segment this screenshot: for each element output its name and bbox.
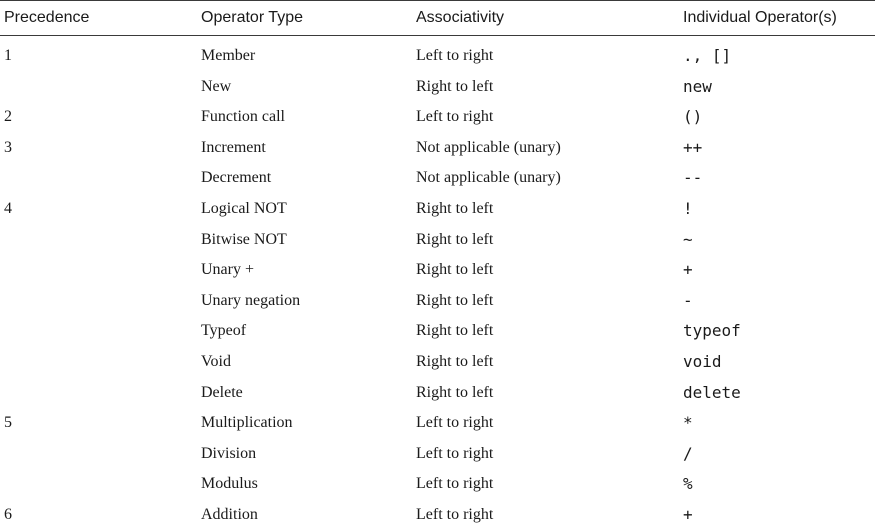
associativity-cell: Right to left (416, 261, 494, 279)
precedence-cell: 2 (4, 108, 12, 126)
operators-cell: ! (683, 198, 693, 218)
operator-type-cell: Modulus (201, 475, 258, 493)
table-row: 1 Member Left to right ., [] (0, 41, 875, 72)
associativity-cell: Right to left (416, 199, 494, 217)
associativity-cell: Left to right (416, 505, 494, 523)
table-row: Typeof Right to left typeof (0, 316, 875, 347)
header-operator-type: Operator Type (201, 9, 303, 26)
associativity-cell: Right to left (416, 77, 494, 95)
table-row: Void Right to left void (0, 347, 875, 378)
table-row: Division Left to right / (0, 439, 875, 470)
associativity-cell: Left to right (416, 414, 494, 432)
operator-type-cell: Increment (201, 138, 266, 156)
associativity-cell: Left to right (416, 444, 494, 462)
header-individual-operators: Individual Operator(s) (683, 9, 837, 26)
table-row: New Right to left new (0, 72, 875, 103)
operator-type-cell: Decrement (201, 169, 272, 187)
table-row: Decrement Not applicable (unary) -- (0, 163, 875, 194)
associativity-cell: Not applicable (unary) (416, 169, 561, 187)
operators-cell: typeof (683, 321, 741, 341)
operators-cell: void (683, 351, 722, 371)
operators-cell: + (683, 260, 693, 280)
table-row: Unary negation Right to left - (0, 286, 875, 317)
associativity-cell: Left to right (416, 47, 494, 64)
table-row: Delete Right to left delete (0, 378, 875, 409)
operators-cell: -- (683, 168, 703, 188)
associativity-cell: Left to right (416, 108, 494, 126)
operator-type-cell: Bitwise NOT (201, 230, 287, 248)
operator-type-cell: Unary + (201, 261, 255, 279)
table-row: Unary + Right to left + (0, 255, 875, 286)
table-header-row: Precedence Operator Type Associativity I… (0, 0, 875, 36)
operators-cell: new (683, 76, 712, 96)
operator-type-cell: Unary negation (201, 291, 301, 309)
precedence-cell: 3 (4, 138, 12, 156)
operators-cell: * (683, 413, 693, 433)
operators-cell: + (683, 504, 693, 524)
table-row: Bitwise NOT Right to left ~ (0, 225, 875, 256)
precedence-cell: 6 (4, 505, 12, 523)
operator-type-cell: Delete (201, 383, 243, 401)
operators-cell: () (683, 107, 703, 127)
header-precedence: Precedence (4, 9, 90, 26)
operator-type-cell: Void (201, 352, 231, 370)
precedence-cell: 4 (4, 199, 12, 217)
table-row: 4 Logical NOT Right to left! (0, 194, 875, 225)
operators-cell: % (683, 474, 693, 494)
associativity-cell: Right to left (416, 383, 494, 401)
operators-cell: - (683, 290, 693, 310)
table-row: 2 Function call Left to right () (0, 102, 875, 133)
operators-cell: delete (683, 382, 741, 402)
associativity-cell: Left to right (416, 475, 494, 493)
precedence-cell: 5 (4, 414, 12, 432)
table-row: 6 Addition Left to right + (0, 500, 875, 531)
operator-type-cell: New (201, 77, 232, 95)
table-row: Modulus Left to right% (0, 469, 875, 500)
associativity-cell: Right to left (416, 230, 494, 248)
associativity-cell: Right to left (416, 322, 494, 340)
table-row: 3 Increment Not applicable (unary) ++ (0, 133, 875, 164)
operator-type-cell: Division (201, 444, 257, 462)
associativity-cell: Right to left (416, 291, 494, 309)
operator-type-cell: Function call (201, 108, 285, 126)
associativity-cell: Right to left (416, 352, 494, 370)
precedence-cell: 1 (4, 47, 12, 64)
header-associativity: Associativity (416, 9, 505, 26)
operator-type-cell: Logical NOT (201, 199, 287, 217)
operator-type-cell: Multiplication (201, 414, 293, 432)
operators-cell: ., [] (683, 46, 732, 65)
table-body: 1 Member Left to right ., [] New Right to lef… (0, 36, 875, 531)
table-row: 5 Multiplication Left to right * (0, 408, 875, 439)
operator-type-cell: Typeof (201, 322, 247, 340)
operator-type-cell: Member (201, 47, 256, 64)
operators-cell: / (683, 443, 693, 463)
operator-type-cell: Addition (201, 505, 258, 523)
operators-cell: ++ (683, 137, 703, 157)
associativity-cell: Not applicable (unary) (416, 138, 561, 156)
operators-cell: ~ (683, 229, 693, 249)
